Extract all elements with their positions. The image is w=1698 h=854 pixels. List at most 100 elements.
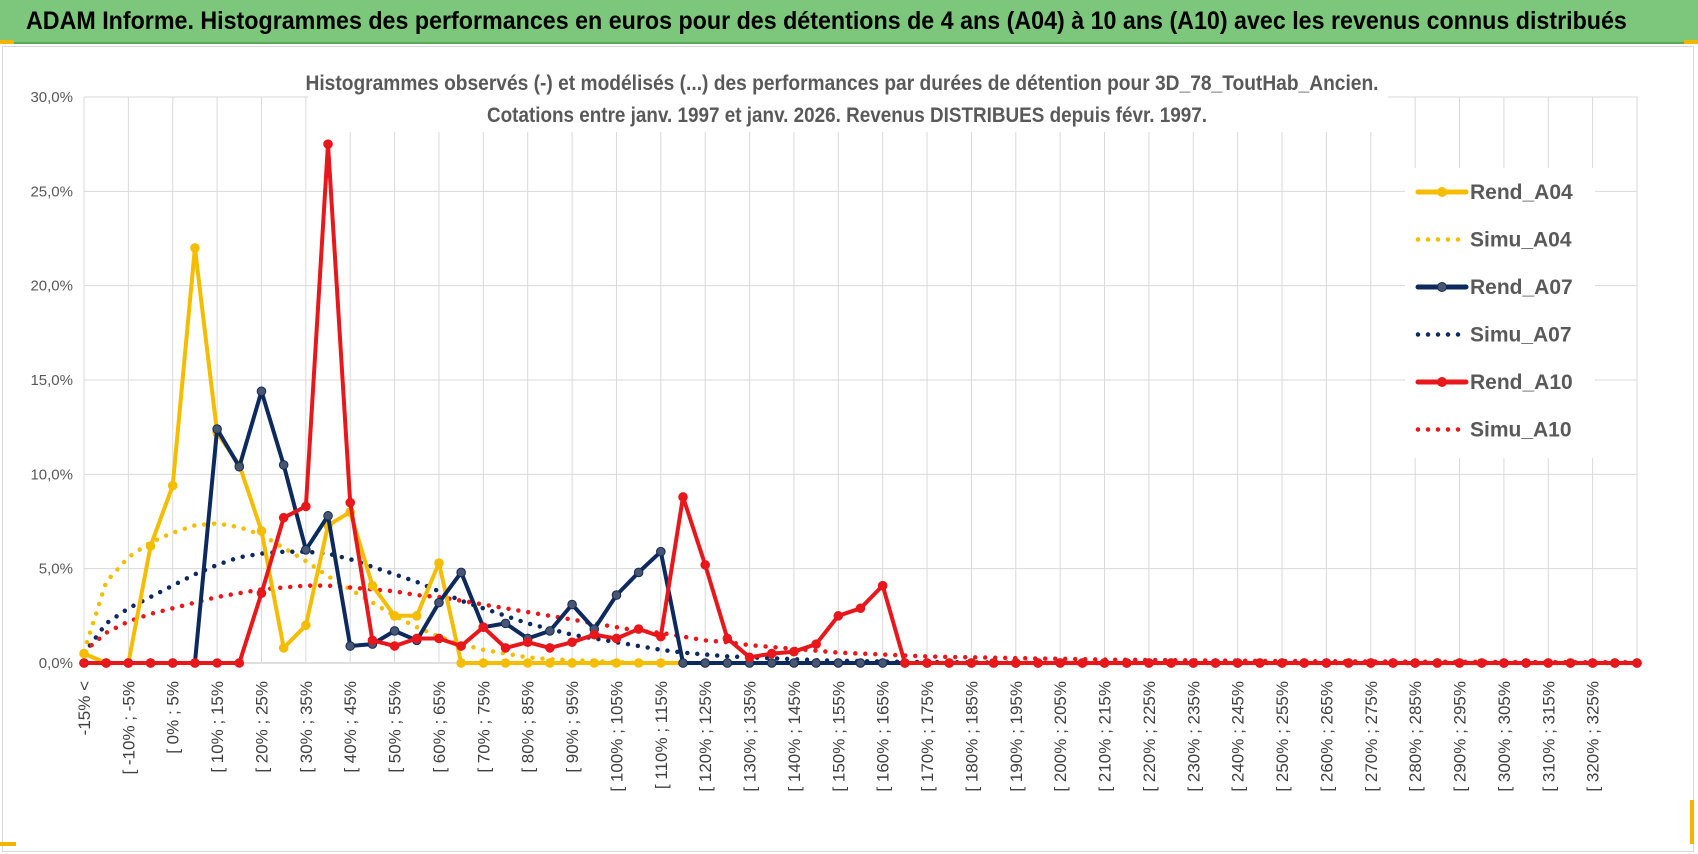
data-point-rend_a10: [1587, 658, 1598, 668]
x-tick-label: [ 180% ; 185%: [962, 681, 981, 792]
grid-lines: [83, 96, 1638, 664]
data-point-rend_a10: [1055, 658, 1065, 668]
legend-label-rend_a07: Rend_A07: [1470, 276, 1573, 299]
data-point-rend_a10: [966, 658, 977, 668]
y-tick-label: 20,0%: [30, 278, 73, 295]
series-line-simu_a10: [81, 583, 1640, 665]
x-tick-label: [ 170% ; 175%: [918, 681, 937, 792]
data-point-rend_a10: [833, 611, 844, 621]
data-point-rend_a10: [855, 603, 866, 614]
data-point-rend_a04: [190, 243, 200, 253]
data-point-rend_a10: [545, 643, 555, 653]
data-point-rend_a10: [678, 492, 688, 502]
chart-title-line1: Histogrammes observés (-) et modélisés (…: [306, 72, 1379, 95]
data-point-rend_a10: [367, 635, 378, 646]
data-point-rend_a10: [633, 624, 644, 634]
data-point-rend_a04: [411, 611, 422, 621]
data-point-rend_a07: [567, 599, 577, 610]
series-line-rend_a07: [82, 389, 1639, 665]
y-tick-label: 5,0%: [39, 561, 73, 578]
data-point-rend_a10: [1188, 658, 1199, 668]
data-point-rend_a10: [1454, 658, 1465, 668]
x-tick-label: [ 20% ; 25%: [252, 681, 271, 773]
data-point-rend_a10: [389, 641, 400, 651]
x-tick-label: [ 310% ; 315%: [1539, 681, 1558, 792]
x-tick-label: [ 150% ; 155%: [829, 681, 848, 792]
data-point-rend_a07: [855, 658, 866, 668]
data-point-rend_a10: [1099, 658, 1110, 668]
chart-title-bg: [308, 66, 1388, 132]
x-tick-label: [ 190% ; 195%: [1007, 681, 1026, 792]
x-tick-label: [ 320% ; 325%: [1584, 681, 1603, 792]
data-point-rend_a10: [722, 633, 733, 644]
data-point-rend_a10: [301, 501, 311, 512]
data-point-rend_a10: [766, 648, 777, 659]
x-tick-label: [ 270% ; 275%: [1362, 681, 1381, 792]
data-point-rend_a07: [345, 641, 356, 651]
data-point-rend_a10: [700, 560, 711, 570]
data-point-rend_a04: [478, 658, 489, 668]
x-tick-label: [ 250% ; 255%: [1273, 681, 1292, 792]
x-tick-label: [ 60% ; 65%: [430, 681, 449, 773]
series-layer: [79, 139, 1642, 668]
x-tick-label: [ 100% ; 105%: [607, 681, 626, 792]
data-point-rend_a07: [256, 386, 267, 397]
data-point-rend_a10: [1410, 658, 1420, 668]
data-point-rend_a04: [367, 580, 378, 591]
legend-label-simu_a04: Simu_A04: [1470, 229, 1572, 252]
data-point-rend_a04: [656, 658, 666, 668]
data-point-rend_a10: [1343, 658, 1354, 668]
x-tick-label: [ 210% ; 215%: [1096, 681, 1115, 792]
data-point-rend_a10: [101, 658, 111, 668]
data-point-rend_a04: [589, 658, 600, 668]
data-point-rend_a10: [234, 658, 245, 668]
data-point-rend_a07: [833, 658, 844, 668]
x-tick-label: -15% <: [75, 681, 94, 735]
x-tick-label: [ -10% ; -5%: [119, 681, 138, 775]
y-axis: 0,0% 5,0% 10,0% 15,0% 20,0% 25,0% 30,0%: [30, 89, 73, 672]
data-point-rend_a07: [766, 658, 777, 668]
legend-bg: [1405, 168, 1595, 458]
data-point-rend_a10: [1632, 658, 1642, 668]
legend-label-rend_a10: Rend_A10: [1470, 371, 1573, 394]
series-line-simu_a04: [81, 521, 1640, 666]
data-point-rend_a10: [1033, 658, 1043, 668]
series-line-rend_a10: [82, 142, 1639, 665]
data-point-rend_a07: [877, 658, 888, 668]
data-point-rend_a10: [1565, 658, 1576, 668]
data-point-rend_a04: [301, 620, 311, 631]
data-point-rend_a04: [145, 541, 156, 551]
data-point-rend_a10: [811, 639, 821, 649]
data-point-rend_a10: [478, 622, 489, 632]
data-point-rend_a10: [123, 658, 134, 668]
x-tick-label: [ 80% ; 85%: [519, 681, 538, 773]
x-tick-label: [ 120% ; 125%: [696, 681, 715, 792]
data-point-rend_a10: [1476, 658, 1487, 668]
data-point-rend_a07: [212, 424, 222, 434]
legend-marker: [1437, 187, 1447, 197]
data-point-rend_a10: [434, 633, 444, 644]
corner-mark-tl: [0, 40, 14, 44]
data-point-rend_a07: [278, 460, 289, 470]
x-tick-label: [ 10% ; 15%: [208, 681, 227, 773]
y-tick-label: 10,0%: [30, 466, 73, 483]
x-tick-label: [ 200% ; 205%: [1051, 681, 1070, 792]
data-point-rend_a10: [1232, 658, 1243, 668]
data-point-rend_a10: [1499, 658, 1509, 668]
y-tick-label: 15,0%: [30, 372, 73, 389]
data-point-rend_a07: [234, 461, 245, 472]
data-point-rend_a10: [278, 512, 289, 523]
x-axis: -15% < [ -10% ; -5% [ 0% ; 5% [ 10% ; 15% [ …: [75, 681, 1603, 792]
data-point-rend_a04: [611, 658, 622, 668]
data-point-rend_a10: [1432, 658, 1443, 668]
data-point-rend_a07: [722, 658, 733, 668]
data-point-rend_a10: [1255, 658, 1265, 668]
data-point-rend_a10: [456, 641, 466, 651]
x-tick-label: [ 230% ; 235%: [1184, 681, 1203, 792]
data-point-rend_a10: [167, 658, 178, 668]
data-point-rend_a10: [744, 652, 755, 663]
data-point-rend_a10: [1210, 658, 1221, 668]
data-point-rend_a10: [1277, 658, 1287, 668]
title-banner: ADAM Informe. Histogrammes des performan…: [0, 0, 1698, 44]
